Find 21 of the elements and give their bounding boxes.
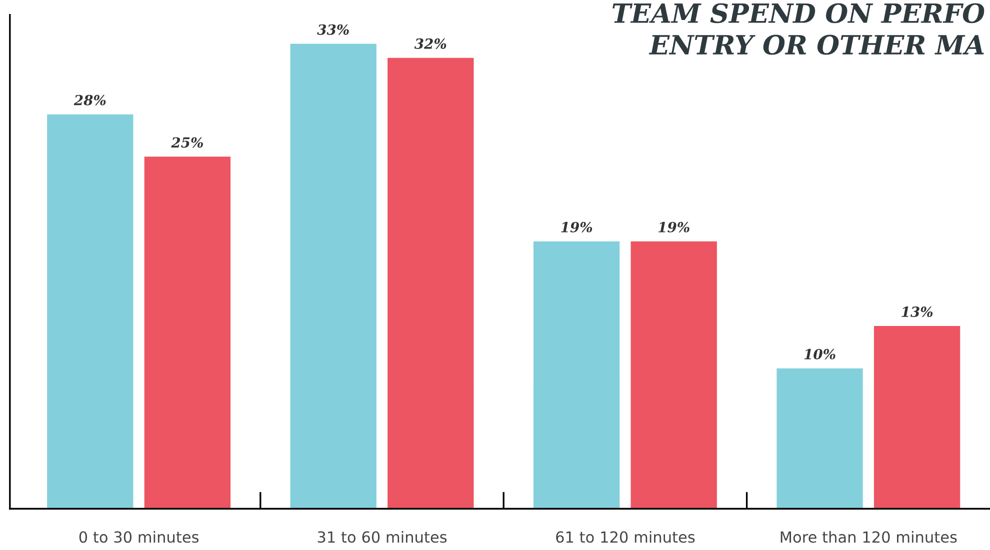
data-label: 32% [414, 38, 446, 49]
data-label: 33% [317, 24, 349, 35]
x-tick-label: 31 to 60 minutes [318, 530, 447, 543]
data-label: 13% [902, 306, 933, 318]
bar [386, 56, 476, 509]
bar [142, 155, 232, 509]
bar [288, 42, 378, 509]
bar [629, 240, 718, 509]
x-tick-label: 61 to 120 minutes [556, 530, 695, 543]
data-label: 25% [171, 137, 203, 148]
bar [775, 366, 864, 509]
x-tick-label: More than 120 minutes [780, 530, 957, 543]
data-label: 28% [74, 94, 106, 106]
x-tick-label: 0 to 30 minutes [79, 530, 199, 543]
chart-title: TEAM SPEND ON PERFO ENTRY OR OTHER MA [612, 3, 984, 55]
data-label: 19% [561, 222, 592, 232]
data-label: 19% [658, 222, 690, 232]
bar [872, 324, 962, 509]
data-label: 10% [804, 348, 836, 360]
bar [46, 112, 135, 509]
bar [532, 240, 622, 509]
